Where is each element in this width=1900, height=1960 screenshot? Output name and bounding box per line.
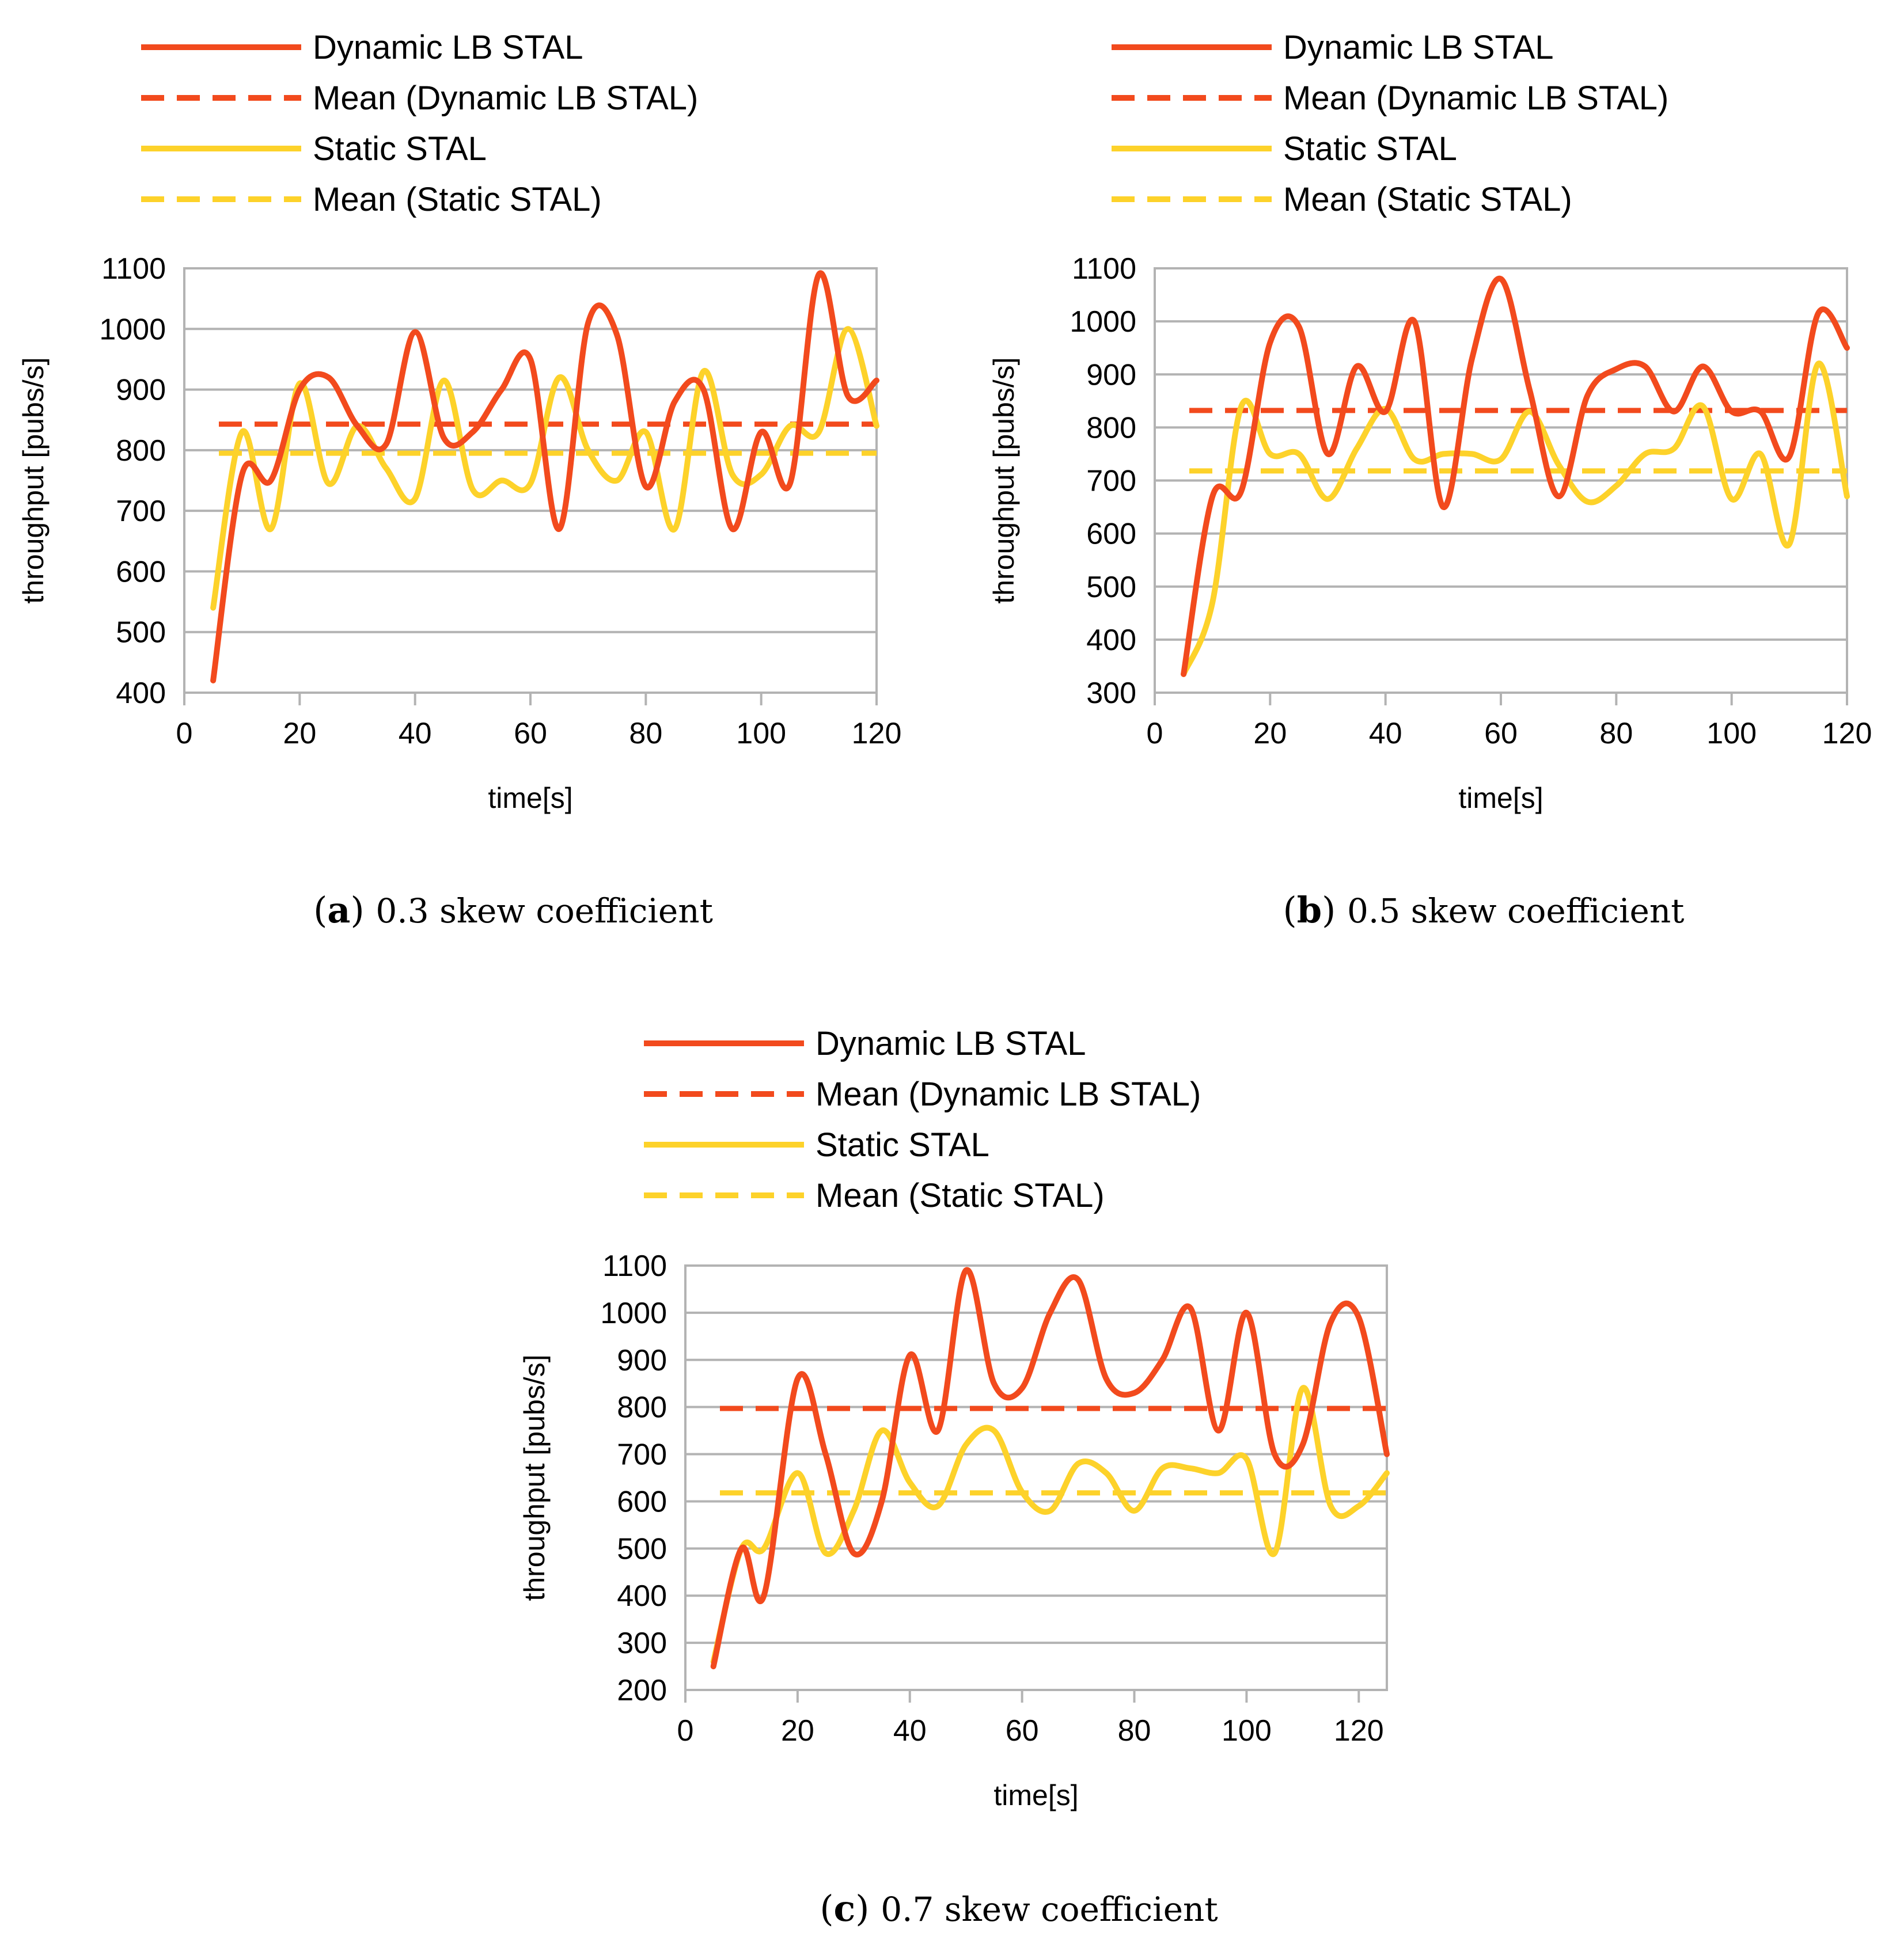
legend: Dynamic LB STAL Mean (Dynamic LB STAL) Sta… [141,29,698,218]
x-tick-label: 100 [1222,1714,1272,1748]
legend-label: Mean (Dynamic LB STAL) [816,1076,1201,1113]
y-tick-label: 900 [617,1344,667,1377]
caption-label: b [1297,889,1322,931]
caption: (a) 0.3 skew coefficient [313,889,713,931]
caption-paren-open: ( [1283,889,1297,931]
x-tick-label: 60 [1006,1714,1039,1748]
x-tick-label: 120 [1334,1714,1384,1748]
y-tick-label: 400 [617,1579,667,1613]
y-tick-label: 600 [1086,518,1136,551]
legend-label: Static STAL [313,130,487,168]
y-tick-label: 700 [617,1438,667,1472]
y-tick-label: 900 [1086,358,1136,392]
x-axis-title: time[s] [1458,782,1543,814]
caption: (b) 0.5 skew coefficient [1283,889,1685,931]
legend-label: Static STAL [816,1126,989,1164]
y-tick-label: 1000 [1070,305,1136,339]
x-tick-label: 100 [736,717,786,750]
y-tick-label: 600 [116,555,166,588]
legend-label: Mean (Static STAL) [1283,181,1572,218]
chart-panel-b: Dynamic LB STAL Mean (Dynamic LB STAL) Sta… [988,29,1872,931]
y-tick-label: 300 [617,1627,667,1660]
caption-paren-open: ( [313,889,327,931]
legend-label: Dynamic LB STAL [1283,29,1554,66]
y-tick-label: 800 [1086,411,1136,445]
chart-panel-c: Dynamic LB STAL Mean (Dynamic LB STAL) Sta… [518,1025,1390,1929]
y-axis-title: throughput [pubs/s] [988,357,1020,603]
legend: Dynamic LB STAL Mean (Dynamic LB STAL) Sta… [1112,29,1668,218]
caption-text: 0.5 skew coefficient [1347,891,1685,930]
y-axis-title: throughput [pubs/s] [518,1354,551,1601]
legend-label: Mean (Static STAL) [816,1177,1105,1214]
x-tick-label: 120 [1822,717,1872,750]
x-tick-label: 0 [1147,717,1163,750]
x-tick-label: 20 [283,717,316,750]
x-tick-label: 100 [1706,717,1757,750]
series-line-static [1181,360,1850,677]
legend-label: Dynamic LB STAL [816,1025,1086,1062]
y-tick-label: 1000 [600,1297,667,1330]
series-line-dynamic [1181,275,1850,677]
x-tick-label: 0 [677,1714,694,1748]
x-tick-label: 60 [514,717,547,750]
x-axis-title: time[s] [993,1779,1078,1811]
caption-paren-open: ( [820,1887,833,1929]
caption-label: a [327,889,350,931]
series-line-dynamic [210,270,879,683]
legend-label: Dynamic LB STAL [313,29,583,66]
x-tick-label: 40 [1369,717,1402,750]
caption-paren-close: ) [1322,889,1347,931]
legend-label: Mean (Dynamic LB STAL) [313,79,698,117]
y-tick-label: 400 [1086,624,1136,657]
y-tick-label: 800 [617,1391,667,1425]
y-tick-label: 500 [116,616,166,649]
chart-panel-a: Dynamic LB STAL Mean (Dynamic LB STAL) Sta… [17,29,901,931]
y-tick-label: 1000 [99,313,166,346]
x-tick-label: 120 [852,717,902,750]
x-tick-label: 60 [1484,717,1518,750]
y-tick-label: 800 [116,434,166,468]
legend-label: Mean (Dynamic LB STAL) [1283,79,1668,117]
legend-label: Mean (Static STAL) [313,181,602,218]
y-tick-label: 900 [116,374,166,407]
x-tick-label: 20 [1253,717,1287,750]
x-tick-label: 0 [176,717,193,750]
y-tick-label: 1100 [602,1249,667,1283]
y-tick-label: 700 [1086,465,1136,498]
caption-text: 0.3 skew coefficient [376,891,713,930]
y-tick-label: 1100 [1072,252,1136,286]
legend: Dynamic LB STAL Mean (Dynamic LB STAL) Sta… [644,1025,1201,1214]
legend-label: Static STAL [1283,130,1457,168]
y-tick-label: 500 [1086,571,1136,604]
y-axis-title: throughput [pubs/s] [17,357,50,603]
y-tick-label: 1100 [101,252,166,286]
y-tick-label: 600 [617,1485,667,1518]
series-line-dynamic [710,1267,1390,1670]
caption-paren-close: ) [350,889,376,931]
caption-paren-close: ) [855,1887,881,1929]
y-tick-label: 300 [1086,677,1136,710]
x-axis-title: time[s] [488,782,572,814]
y-tick-label: 700 [116,495,166,528]
x-tick-label: 40 [399,717,432,750]
x-tick-label: 80 [629,717,662,750]
y-tick-label: 200 [617,1674,667,1707]
x-tick-label: 20 [781,1714,814,1748]
y-tick-label: 500 [617,1532,667,1566]
x-tick-label: 80 [1118,1714,1151,1748]
x-tick-label: 40 [893,1714,927,1748]
series-line-static [710,1385,1390,1665]
plot-frame [684,1264,1388,1691]
x-tick-label: 80 [1599,717,1633,750]
y-tick-label: 400 [116,677,166,710]
caption-label: c [834,1887,856,1929]
caption-text: 0.7 skew coefficient [881,1890,1218,1929]
caption: (c) 0.7 skew coefficient [820,1887,1218,1929]
